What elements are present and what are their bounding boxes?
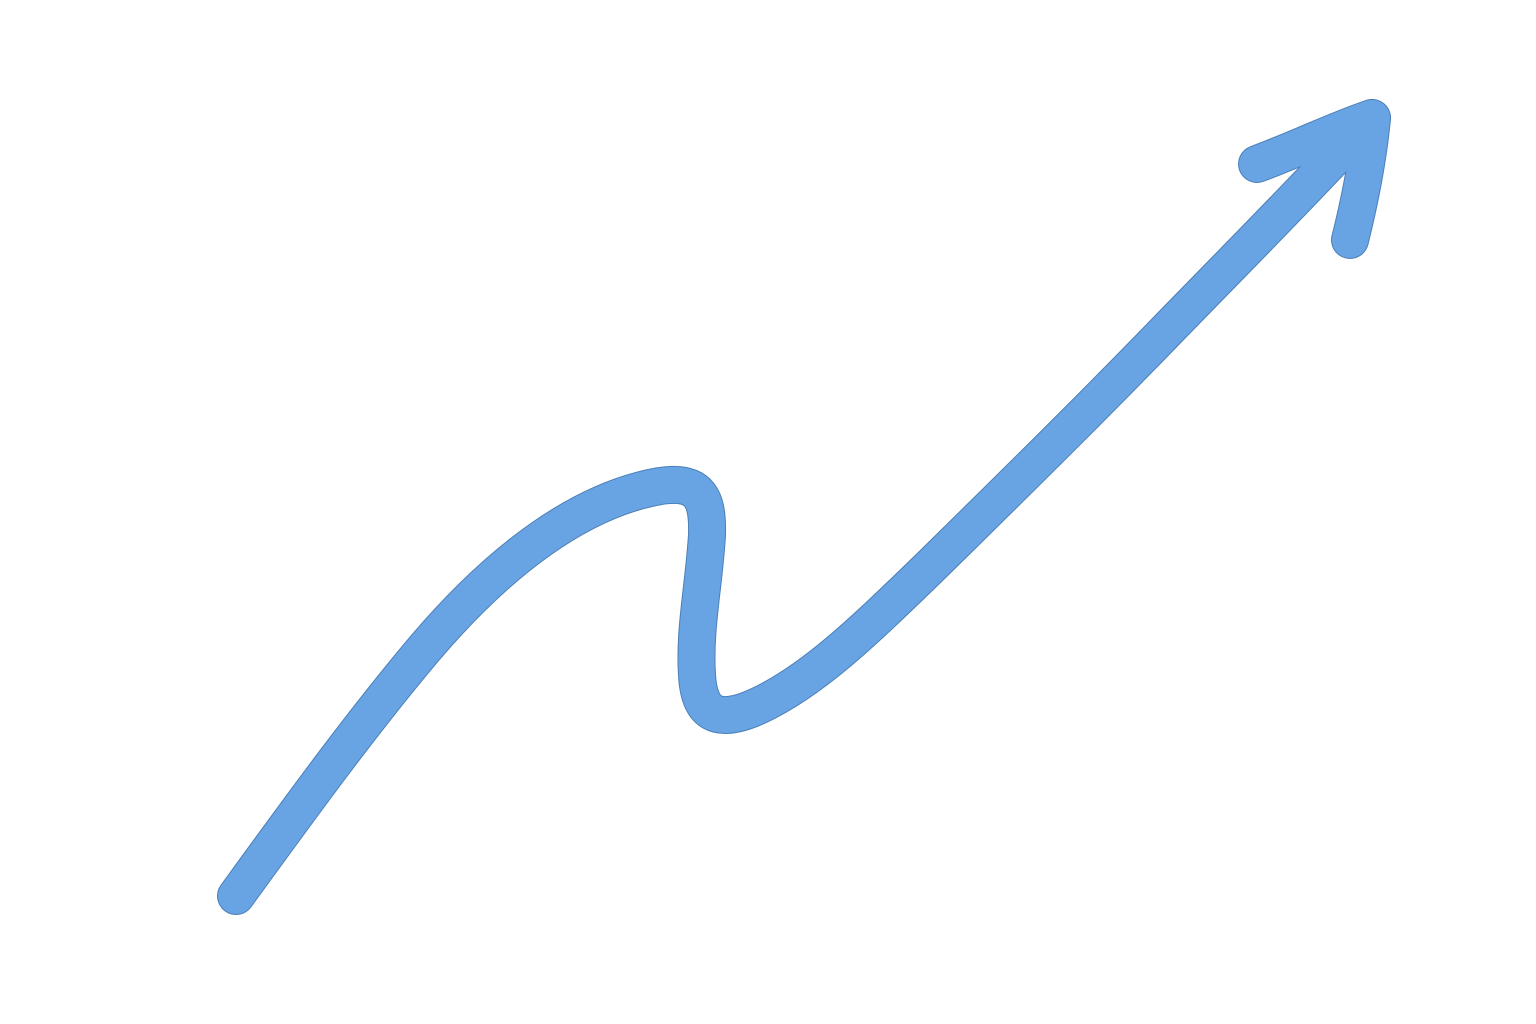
arrow-body (218, 110, 1380, 914)
arrow-head-right-barb (1332, 100, 1390, 258)
arrow-body-outline (217, 109, 1381, 915)
